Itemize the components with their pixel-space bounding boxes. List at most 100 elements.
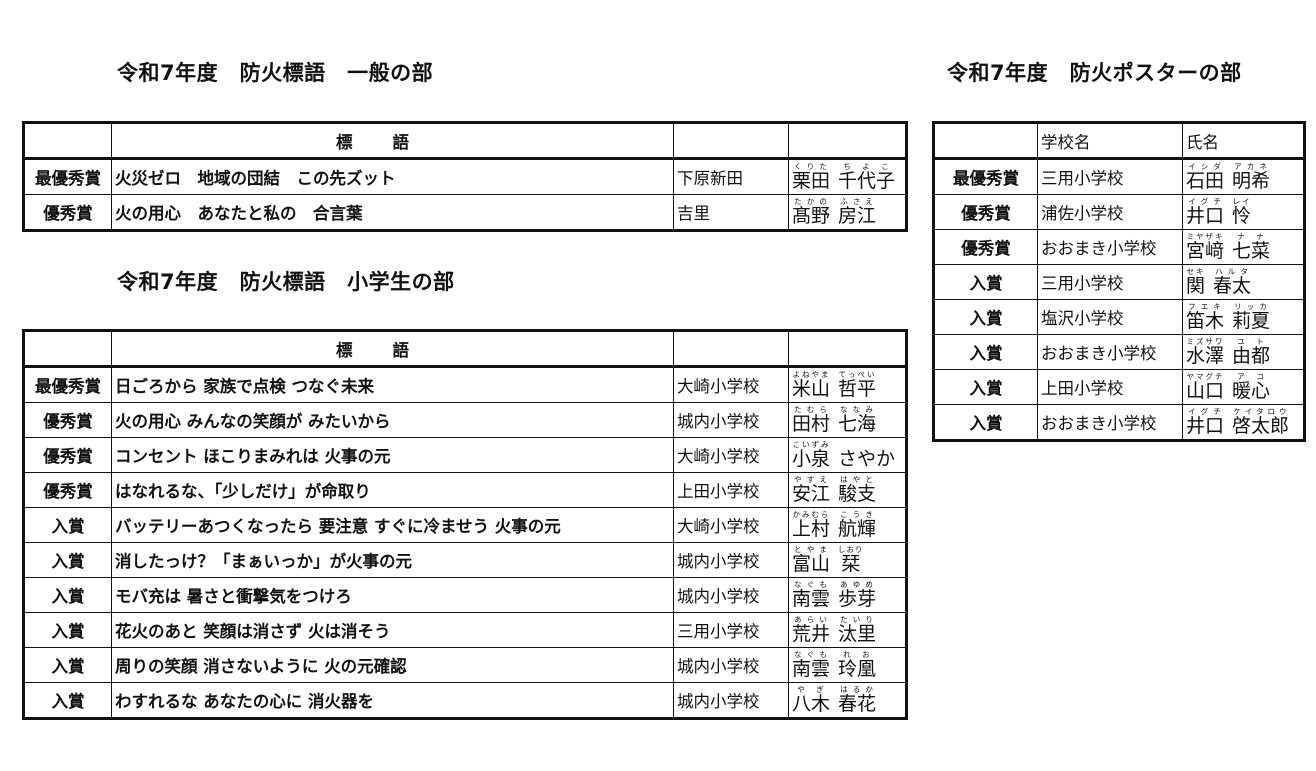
kanji: 田村	[792, 413, 831, 435]
name-part: さやか	[838, 448, 895, 470]
table-row: 優秀賞 浦佐小学校 井口イグチ怜レイ	[933, 194, 1305, 230]
furigana: ななみ	[838, 405, 877, 414]
furigana: フエキ	[1186, 302, 1224, 311]
name-cell: 上村かみむら航輝こうき	[788, 507, 907, 543]
name-part: 春太ハルタ	[1213, 267, 1252, 297]
furigana: セキ	[1186, 267, 1206, 276]
name-part: 南雲なぐも	[792, 650, 830, 680]
kanji: 駿支	[838, 483, 877, 505]
kanji: 髙野	[792, 205, 831, 227]
header-award	[23, 122, 112, 160]
table-row: 優秀賞 火の用心 あなたと私の 合言葉 吉里 髙野たかの房江ふさえ	[23, 194, 907, 231]
furigana: はるか	[838, 685, 877, 694]
kanji: 啓太郎	[1232, 415, 1290, 437]
award-cell: 優秀賞	[23, 402, 112, 438]
school-cell: 浦佐小学校	[1037, 194, 1183, 230]
place-cell: 大崎小学校	[673, 437, 789, 473]
place-cell: 吉里	[673, 194, 789, 231]
name-part: 髙野たかの	[792, 197, 831, 227]
kanji: 哲平	[838, 378, 877, 400]
name-part: 田村たむら	[792, 405, 831, 435]
place-cell: 下原新田	[673, 158, 789, 195]
award-cell: 入賞	[23, 682, 112, 719]
award-cell: 入賞	[23, 647, 112, 683]
kanji: 航輝	[838, 518, 877, 540]
name-cell: 南雲なぐも玲凰れお	[788, 647, 907, 683]
kanji: 八木	[792, 693, 831, 715]
table-row: 入賞 三用小学校 関セキ春太ハルタ	[933, 264, 1305, 300]
slogan-cell: わすれるな あなたの心に 消火器を	[111, 682, 674, 719]
furigana: くりた	[792, 162, 830, 171]
name-part: 安江やすえ	[792, 475, 830, 505]
place-cell: 大崎小学校	[673, 507, 789, 543]
table-row: 入賞 おおまき小学校 水澤ミズサワ由都ユト	[933, 334, 1305, 370]
award-cell: 入賞	[933, 334, 1038, 370]
slogan-cell: モバ充は 暑さと衝撃気をつけろ	[111, 577, 674, 613]
name-part: 哲平てっぺい	[838, 370, 877, 400]
name-cell: 田村たむら七海ななみ	[788, 402, 907, 438]
award-cell: 入賞	[933, 299, 1038, 335]
name-part: 春花はるか	[838, 685, 877, 715]
kanji: 荒井	[792, 623, 831, 645]
kanji: 春太	[1213, 275, 1252, 297]
kanji: さやか	[838, 448, 896, 470]
kanji: 七海	[838, 413, 877, 435]
name-part: 汰里たいり	[838, 615, 876, 645]
school-cell: 上田小学校	[1037, 369, 1183, 405]
table-header-row: 学校名 氏名	[933, 122, 1305, 160]
header-slogan: 標語	[111, 330, 674, 368]
kanji: 水澤	[1186, 345, 1225, 367]
place-cell: 城内小学校	[673, 402, 789, 438]
furigana: こうき	[838, 510, 877, 519]
name-cell: 石田イシダ明希アカネ	[1182, 158, 1305, 195]
furigana: こいずみ	[792, 440, 831, 449]
name-part: 莉夏リッカ	[1232, 302, 1270, 332]
name-part: 栞しおり	[838, 545, 864, 575]
poster-section-title: 令和7年度 防火ポスターの部	[947, 61, 1242, 85]
name-part: 怜レイ	[1232, 197, 1251, 227]
name-part: 山口ヤマグチ	[1186, 372, 1225, 402]
name-part: 歩芽あゆめ	[838, 580, 876, 610]
table-row: 入賞 わすれるな あなたの心に 消火器を 城内小学校 八木やぎ春花はるか	[23, 682, 907, 719]
award-cell: 最優秀賞	[23, 366, 112, 403]
kanji: 井口	[1186, 205, 1225, 227]
table-row: 入賞 塩沢小学校 笛木フエキ莉夏リッカ	[933, 299, 1305, 335]
furigana: ヤマグチ	[1186, 372, 1225, 381]
furigana: たむら	[792, 405, 830, 414]
name-cell: 井口イグチ怜レイ	[1182, 194, 1305, 230]
name-part: 宮﨑ミヤザキ	[1186, 232, 1224, 262]
name-part: 啓太郎ケイタロウ	[1232, 407, 1290, 437]
name-cell: 井口イグチ啓太郎ケイタロウ	[1182, 404, 1305, 441]
award-cell: 優秀賞	[23, 437, 112, 473]
award-cell: 入賞	[933, 264, 1038, 300]
furigana: あゆめ	[838, 580, 877, 589]
table-row: 入賞 バッテリーあつくなったら 要注意 すぐに冷ませう 火事の元 大崎小学校 上村かみ…	[23, 507, 907, 543]
name-part: 笛木フエキ	[1186, 302, 1224, 332]
kanji: 山口	[1186, 380, 1225, 402]
name-part: 上村かみむら	[792, 510, 831, 540]
school-cell: おおまき小学校	[1037, 229, 1183, 265]
kanji: 春花	[838, 693, 877, 715]
table-header-row: 標語	[23, 122, 907, 160]
award-cell: 入賞	[933, 369, 1038, 405]
furigana: ナナ	[1232, 232, 1271, 241]
name-cell: 宮﨑ミヤザキ七菜ナナ	[1182, 229, 1305, 265]
award-cell: 優秀賞	[23, 194, 112, 231]
kanji: 明希	[1232, 170, 1271, 192]
name-part: 南雲なぐも	[792, 580, 830, 610]
kanji: 小泉	[792, 448, 831, 470]
kanji: 栞	[838, 553, 864, 575]
table-row: 優秀賞 火の用心 みんなの笑顔が みたいから 城内小学校 田村たむら七海ななみ	[23, 402, 907, 438]
header-school: 学校名	[1037, 122, 1183, 160]
header-slogan: 標語	[111, 122, 674, 160]
place-cell: 城内小学校	[673, 542, 789, 578]
name-cell: 南雲なぐも歩芽あゆめ	[788, 577, 907, 613]
slogan-cell: 消したっけ？「まぁいっか」が火事の元	[111, 542, 674, 578]
furigana: アコ	[1232, 372, 1271, 381]
furigana: たいり	[838, 615, 877, 624]
kanji: 上村	[792, 518, 831, 540]
name-part: 井口イグチ	[1186, 197, 1225, 227]
slogan-cell: コンセント ほこりまみれは 火事の元	[111, 437, 674, 473]
name-part: 八木やぎ	[792, 685, 831, 715]
elementary-section-title: 令和7年度 防火標語 小学生の部	[117, 270, 455, 294]
